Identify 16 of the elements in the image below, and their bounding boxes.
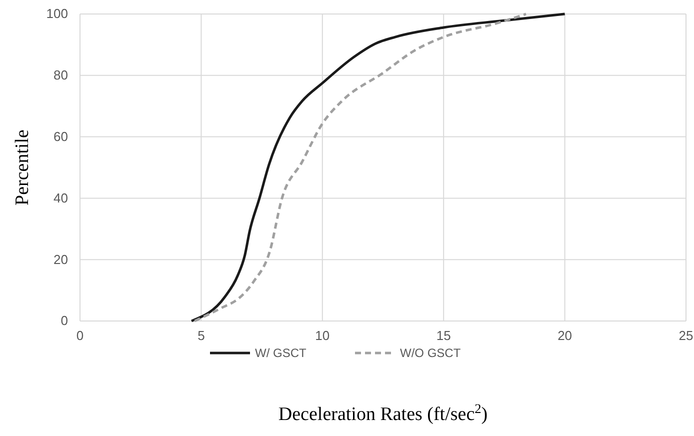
legend-label: W/ GSCT [255, 346, 307, 360]
y-tick-label: 80 [54, 68, 68, 83]
y-tick-label: 100 [46, 6, 68, 22]
y-tick-label: 0 [60, 313, 68, 328]
x-tick-label: 5 [198, 328, 205, 344]
x-tick-label: 15 [436, 328, 451, 344]
y-tick-label: 60 [54, 128, 68, 144]
x-tick-label: 20 [558, 328, 572, 344]
x-tick-label: 25 [678, 328, 694, 344]
legend-label: W/O GSCT [400, 346, 462, 360]
x-tick-label: 0 [76, 328, 84, 344]
x-tick-label: 10 [315, 328, 330, 344]
y-axis-title: Percentile [12, 130, 33, 206]
y-tick-label: 40 [54, 190, 68, 206]
y-tick-label: 20 [54, 252, 68, 267]
x-axis-title: Deceleration Rates (ft/sec$^{2}$) [278, 400, 488, 425]
